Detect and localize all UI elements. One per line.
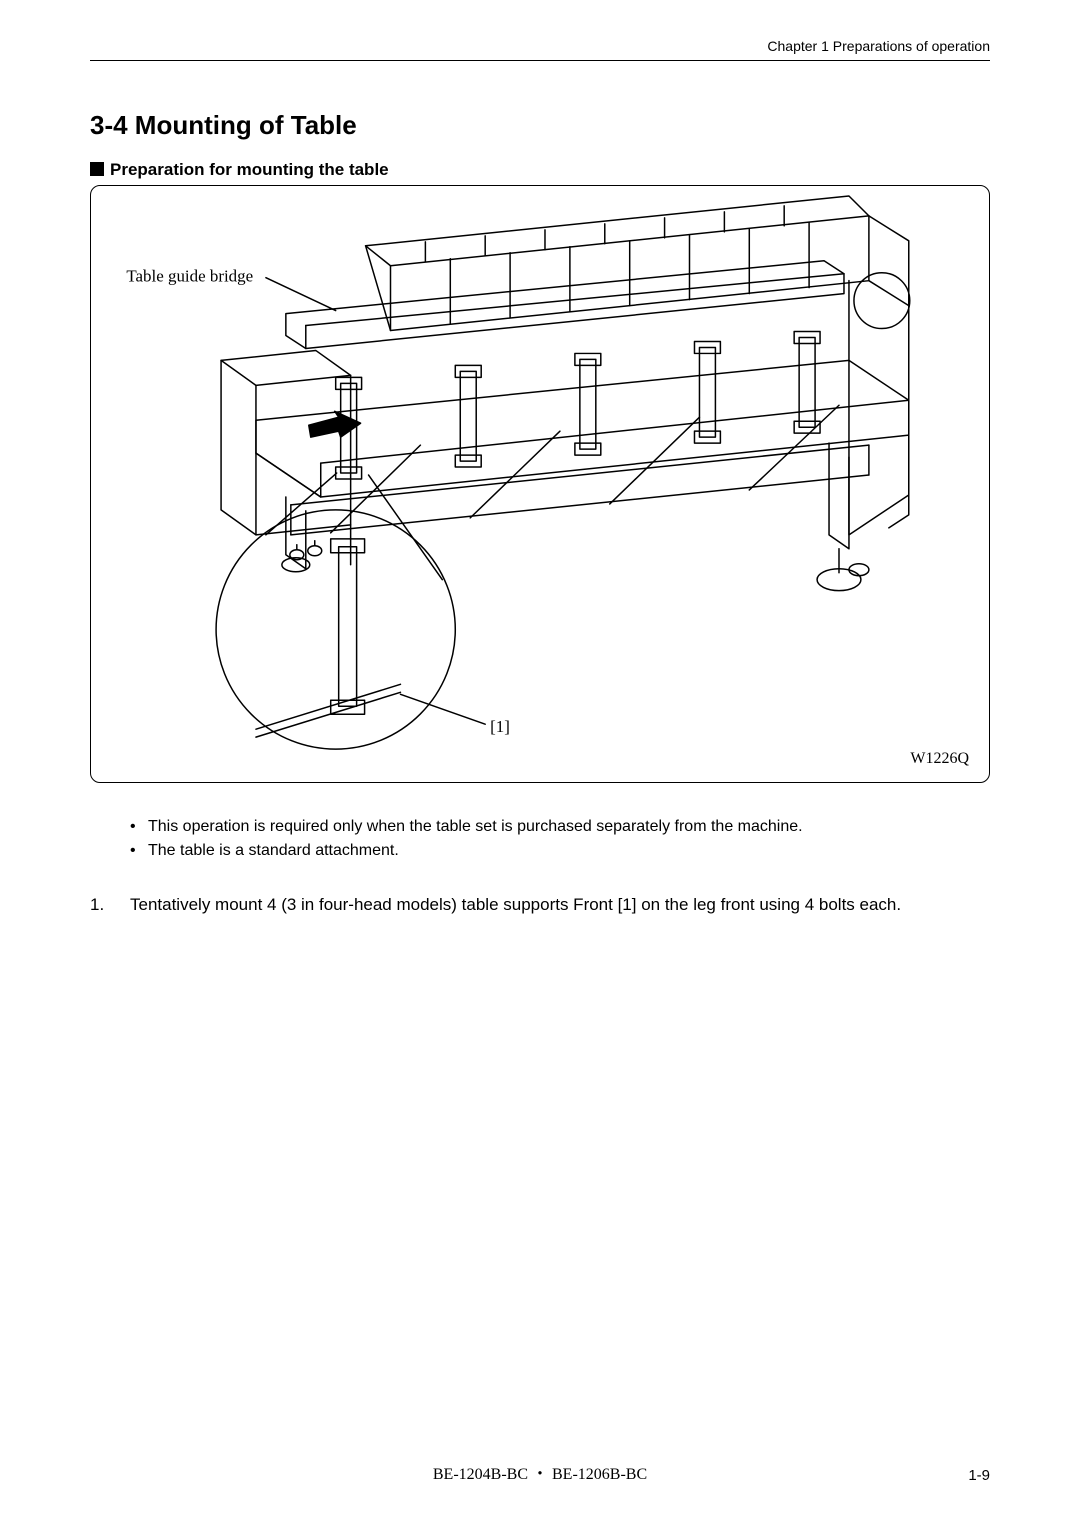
right-column [849,216,910,535]
legs [282,435,909,590]
label-leader-line [266,278,336,311]
square-bullet-icon [90,162,104,176]
sub-heading-text: Preparation for mounting the table [110,160,389,179]
figure-container: Table guide bridge [1] W1226Q [90,185,990,783]
step-text: Tentatively mount 4 (3 in four-head mode… [130,892,901,918]
table-guide-bridge [286,261,844,349]
bullet-dot-icon: • [130,815,148,839]
bridge-label: Table guide bridge [126,267,253,286]
bullet-item: • The table is a standard attachment. [130,839,990,863]
footer-page-number: 1-9 [968,1467,990,1484]
bullet-dot-icon: • [130,839,148,863]
bullet-list: • This operation is required only when t… [130,815,990,863]
section-heading: 3-4 Mounting of Table [90,110,357,141]
bullet-text: The table is a standard attachment. [148,839,399,863]
bullet-text: This operation is required only when the… [148,815,803,839]
sub-heading: Preparation for mounting the table [90,160,389,180]
footer-model: BE-1204B-BC ・ BE-1206B-BC [433,1460,647,1484]
pointer-arrow-icon [309,411,361,437]
step-number: 1. [90,892,130,918]
callout-1: [1] [490,717,510,736]
numbered-step: 1. Tentatively mount 4 (3 in four-head m… [90,892,990,918]
figure-id: W1226Q [910,750,969,768]
chapter-header: Chapter 1 Preparations of operation [767,38,990,54]
header-rule [90,60,990,61]
bullet-item: • This operation is required only when t… [130,815,990,839]
machine-diagram: Table guide bridge [1] [91,186,989,782]
